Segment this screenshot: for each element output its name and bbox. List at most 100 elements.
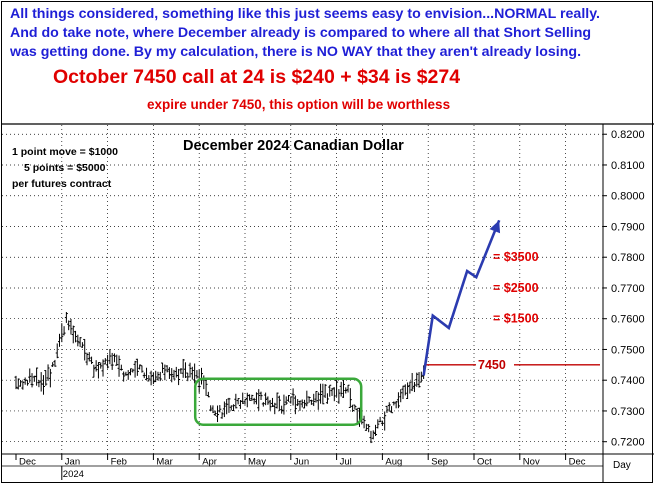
price-bar [314, 390, 318, 403]
price-bar [227, 397, 231, 413]
price-tick-label: 0.7900 [611, 221, 645, 233]
price-bar [190, 366, 194, 380]
price-bar [300, 399, 304, 408]
target-label: = $2500 [493, 281, 539, 295]
price-bar [23, 377, 27, 385]
price-bar [252, 397, 256, 405]
price-bar [383, 411, 387, 431]
price-bar [387, 402, 391, 412]
price-bar [101, 359, 105, 377]
price-bar [92, 364, 96, 378]
month-label: Apr [202, 457, 217, 468]
price-bar [108, 349, 112, 365]
option-subline: expire under 7450, this option will be w… [147, 97, 451, 112]
month-label: Jul [340, 457, 352, 468]
price-bar [392, 401, 396, 406]
price-bar [64, 311, 68, 323]
month-label: Jun [294, 457, 309, 468]
price-bars [14, 311, 426, 444]
price-bar [167, 367, 171, 379]
price-tick-label: 0.8200 [611, 129, 645, 141]
price-bar [394, 400, 398, 409]
price-bar [60, 323, 64, 343]
price-bar [181, 358, 185, 378]
price-bar [303, 399, 307, 409]
price-bar [234, 393, 238, 409]
month-label: Sep [431, 457, 448, 468]
price-bar [410, 372, 414, 392]
price-bar [211, 405, 215, 414]
price-bar [94, 360, 98, 372]
month-label: Jan [65, 457, 80, 468]
price-bar [243, 398, 247, 405]
price-bar [115, 354, 119, 366]
projection-arrowhead [489, 220, 501, 234]
price-bar [30, 373, 34, 388]
price-bar [48, 368, 52, 388]
price-bar [87, 352, 91, 362]
price-bar [270, 397, 274, 408]
price-bar [96, 362, 100, 379]
price-tick-label: 0.7800 [611, 252, 645, 264]
price-bar [147, 375, 151, 382]
price-bar [412, 382, 416, 393]
price-bar [266, 396, 270, 405]
price-bar [124, 371, 128, 376]
price-tick-label: 0.7600 [611, 314, 645, 326]
price-bar [248, 394, 252, 401]
price-bar [362, 415, 366, 429]
price-tick-label: 0.8000 [611, 191, 645, 203]
price-tick-label: 0.7200 [611, 437, 645, 449]
price-bar [316, 392, 320, 410]
month-label: Feb [111, 457, 127, 468]
grid [2, 125, 603, 454]
price-bar [186, 372, 190, 382]
month-label: Dec [19, 457, 36, 468]
price-bar [213, 410, 217, 417]
strike-label: 7450 [478, 358, 506, 372]
price-bar [241, 392, 245, 405]
price-bar [236, 398, 240, 405]
header-line-3: was getting done. By my calculation, the… [10, 44, 582, 60]
price-bar [14, 375, 18, 390]
price-bar [280, 405, 284, 414]
price-bar [309, 399, 313, 405]
price-bar [177, 368, 181, 386]
price-bar [216, 405, 220, 423]
time-axis: Dec Jan Feb Mar Apr May Jun Jul Aug Sep Oct Nov Dec 2… [15, 454, 631, 480]
header-line-2: And do take note, where December already… [10, 25, 592, 41]
price-bar [378, 416, 382, 423]
price-bar [204, 379, 208, 396]
price-bar [106, 354, 110, 369]
price-bar [220, 412, 224, 419]
price-bar [158, 371, 162, 382]
price-bar [67, 320, 71, 331]
price-bar [261, 402, 265, 407]
price-bar [371, 430, 375, 440]
price-bar [344, 387, 348, 394]
price-bar [135, 358, 139, 376]
price-bar [282, 394, 286, 415]
price-bar [351, 404, 355, 412]
price-bar [129, 368, 132, 376]
price-bar [250, 394, 254, 402]
price-bar [264, 392, 268, 406]
strike-label-bg [476, 356, 514, 370]
price-tick-label: 0.7700 [611, 283, 645, 295]
price-bar [195, 370, 199, 379]
price-bar [339, 381, 343, 397]
price-bar [232, 404, 236, 412]
price-bar [374, 424, 378, 436]
price-tick-label: 0.8100 [611, 160, 645, 172]
price-bar [417, 372, 421, 388]
price-bar [165, 365, 169, 373]
price-bar [83, 338, 87, 361]
price-bar [367, 424, 371, 433]
price-bar [337, 389, 341, 404]
price-bar [25, 379, 29, 386]
price-bar [126, 370, 130, 380]
price-bar [110, 352, 114, 370]
price-bar [346, 384, 350, 393]
price-bar [44, 370, 48, 386]
